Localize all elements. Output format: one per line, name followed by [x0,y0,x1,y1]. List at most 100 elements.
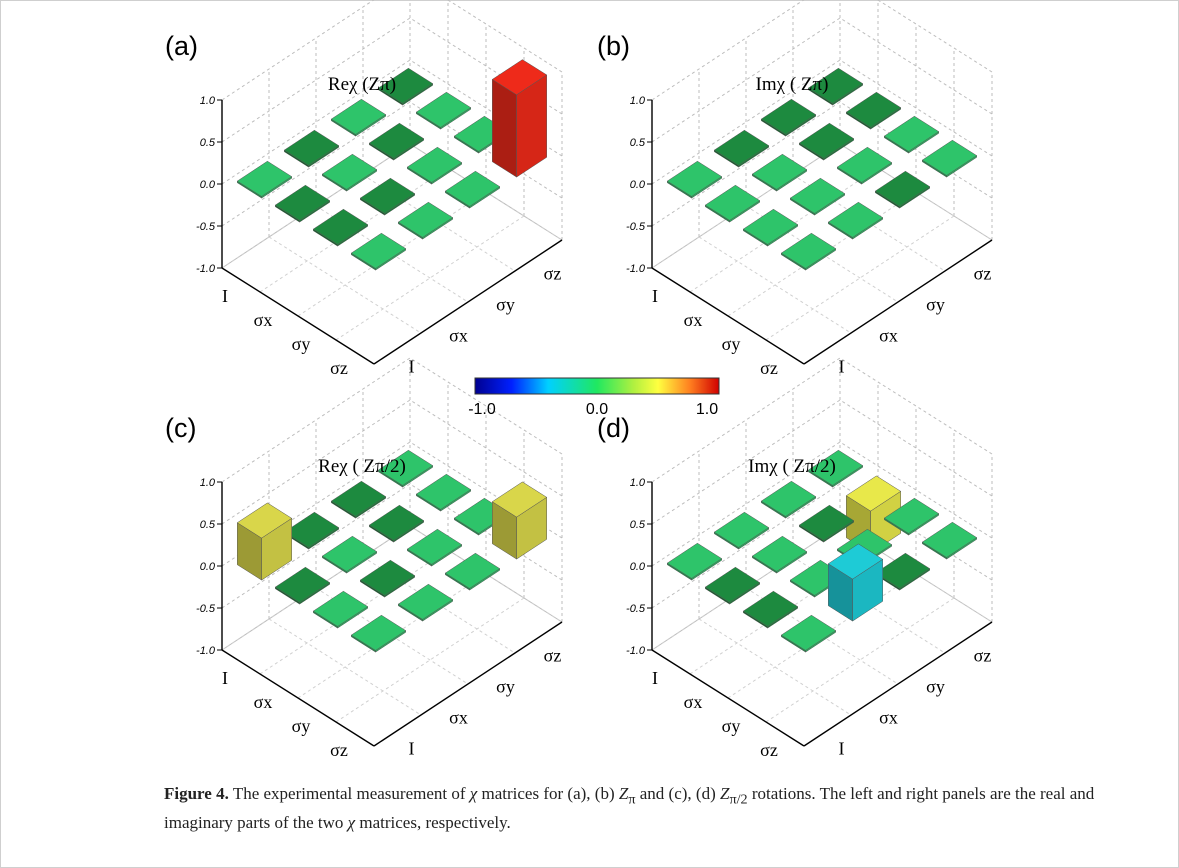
bar-1-2 [368,504,425,543]
bar-2-3 [883,497,940,536]
bar-0-3 [807,67,864,106]
caption-label: Figure 4. [164,784,229,803]
bar-3-0 [780,232,837,271]
col-label: σy [496,677,515,697]
bar-2-2 [836,146,893,185]
col-label: σy [926,677,945,697]
z-tick-label: -0.5 [196,221,216,233]
col-label: I [839,357,845,377]
z-tick-label: 0.0 [630,561,646,573]
bar-0-1 [283,511,340,550]
row-label: σz [330,358,348,378]
row-label: σy [292,716,311,736]
z-tick-label: 1.0 [630,95,646,107]
bar-2-2 [406,146,463,185]
col-label: σx [879,708,898,728]
bar-3-3 [921,139,978,178]
row-label: σz [330,740,348,760]
bar-2-0 [312,590,369,629]
panel-label: (b) [597,31,630,61]
colorbar-tick-mid: 0.0 [586,401,608,418]
bar-0-0 [666,542,723,581]
bar-3-2 [874,170,931,209]
row-label: I [222,286,228,306]
bar-0-3 [377,67,434,106]
bar-1-2 [798,504,855,543]
col-label: σx [879,326,898,346]
bar-1-3 [415,91,472,130]
bar-0-1 [283,129,340,168]
z-tick-label: 0.0 [630,179,646,191]
bar-3-0 [350,232,407,271]
bars [236,449,548,653]
colorbar-tick-max: 1.0 [696,401,718,418]
bar-1-3 [845,91,902,130]
z-tick-label: 1.0 [630,477,646,489]
caption-part3: and (c), (d) [639,784,716,803]
bar-3-1 [397,201,454,240]
bar-2-1 [359,177,416,216]
z-tick-label: 0.5 [200,519,216,531]
z-tick-label: 0.5 [630,519,646,531]
bars [236,59,548,271]
col-label: σx [449,708,468,728]
z-tick-label: 1.0 [200,95,216,107]
caption-part1: The experimental measurement of [232,784,466,803]
col-label: σy [926,295,945,315]
bar-1-2 [798,122,855,161]
col-label: σy [496,295,515,315]
bar-2-1 [359,559,416,598]
bar-2-1 [789,177,846,216]
col-label: σz [974,646,992,666]
bar-1-0 [704,184,761,223]
bar-1-0 [274,566,331,605]
bar-2-0 [742,590,799,629]
bar-3-1 [827,543,884,622]
caption-part5: matrices, respectively. [359,813,511,833]
caption-zpi-sub: π [628,791,636,808]
col-label: σz [974,264,992,284]
figure-caption: Figure 4. The experimental measurement o… [164,782,1164,835]
bar-3-1 [397,583,454,622]
bar-1-1 [321,535,378,574]
z-tick-label: -1.0 [626,263,646,275]
bar-1-3 [415,473,472,512]
bar-3-2 [874,552,931,591]
panel-label: (c) [165,413,196,443]
bars [666,449,978,653]
bar-0-2 [330,98,387,137]
bar-0-3 [377,449,434,488]
bar-1-2 [368,122,425,161]
bar-0-1 [713,129,770,168]
bar-2-0 [742,208,799,247]
row-label: σy [722,334,741,354]
col-label: σx [449,326,468,346]
z-tick-label: 1.0 [200,477,216,489]
caption-zpi2-sub: π/2 [729,791,748,808]
row-label: σz [760,740,778,760]
row-label: I [222,668,228,688]
bars [666,67,978,271]
row-label: σz [760,358,778,378]
row-label: σx [684,310,703,330]
bar-3-3 [921,521,978,560]
z-tick-label: 0.5 [200,137,216,149]
bar-3-0 [350,614,407,653]
row-label: σx [254,310,273,330]
z-tick-label: 0.5 [630,137,646,149]
bar-1-1 [751,153,808,192]
z-tick-label: 0.0 [200,179,216,191]
bar-3-3 [491,481,548,560]
colorbar-tick-min: -1.0 [468,401,496,418]
bar-1-0 [704,566,761,605]
bar-1-0 [274,184,331,223]
panel-title: Imχ ( Zπ/2) [748,456,836,477]
col-label: I [409,357,415,377]
bar-0-0 [236,502,293,581]
